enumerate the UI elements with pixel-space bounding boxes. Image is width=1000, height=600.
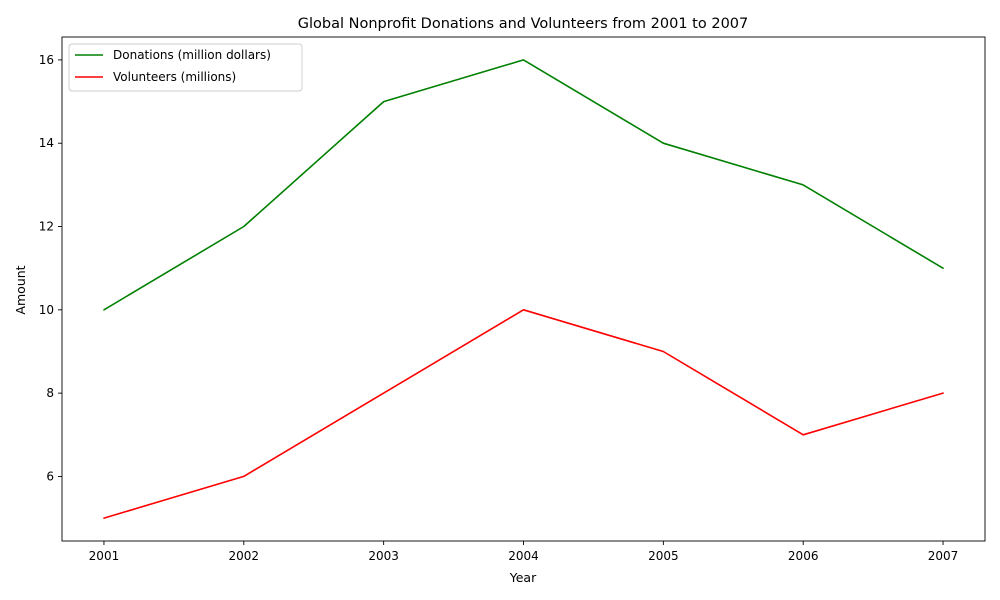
x-tick-label: 2003 — [368, 549, 399, 563]
legend-label: Volunteers (millions) — [113, 70, 236, 84]
y-tick-label: 10 — [39, 303, 54, 317]
series-line-volunteers — [103, 308, 944, 519]
series-line-donations — [103, 59, 944, 311]
legend-box — [68, 43, 303, 92]
y-axis-label: Amount — [13, 265, 28, 314]
y-axis: 6 8 10 12 14 16 — [39, 53, 62, 483]
y-tick-label: 14 — [39, 136, 54, 150]
x-tick-label: 2002 — [229, 549, 260, 563]
y-tick-label: 16 — [39, 53, 54, 67]
y-tick-label: 6 — [46, 469, 54, 483]
chart-title: Global Nonprofit Donations and Volunteer… — [298, 16, 749, 32]
x-tick-label: 2001 — [89, 549, 120, 563]
x-tick-label: 2006 — [788, 549, 819, 563]
y-tick-label: 12 — [39, 220, 54, 234]
x-axis-label: Year — [509, 570, 537, 585]
legend: Donations (million dollars) Volunteers (m… — [68, 43, 303, 92]
x-tick-label: 2007 — [928, 549, 959, 563]
x-tick-label: 2005 — [648, 549, 679, 563]
y-tick-label: 8 — [46, 386, 54, 400]
x-tick-label: 2004 — [508, 549, 539, 563]
legend-label: Donations (million dollars) — [113, 48, 271, 62]
x-axis: 2001 2002 2003 2004 2005 2006 2007 — [89, 541, 959, 563]
